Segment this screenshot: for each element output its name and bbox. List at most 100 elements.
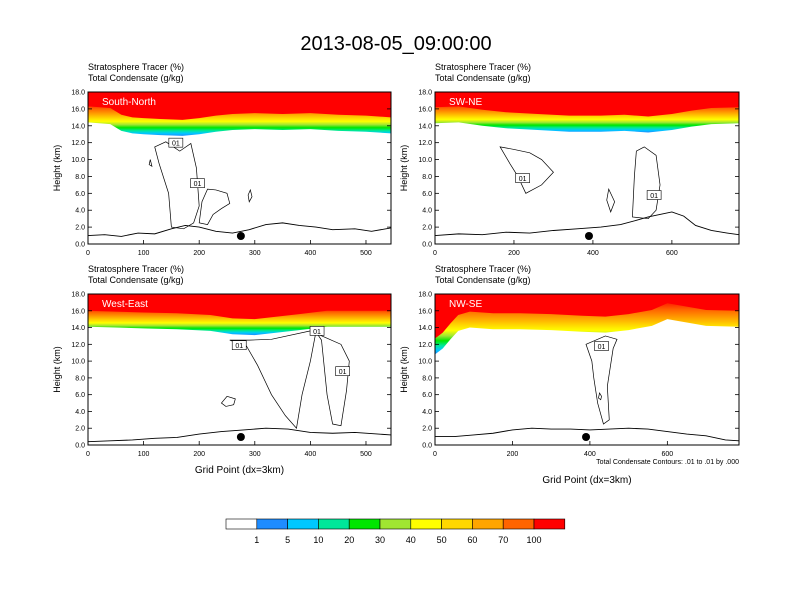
y-tick-label: 10.0 bbox=[418, 359, 432, 366]
condensate-contour bbox=[220, 395, 236, 407]
y-tick-label: 16.0 bbox=[71, 308, 85, 315]
y-tick-label: 8.0 bbox=[422, 174, 432, 181]
y-tick-label: 4.0 bbox=[422, 208, 432, 215]
x-axis-label: Grid Point (dx=3km) bbox=[542, 475, 631, 486]
contour-label-box bbox=[515, 173, 530, 183]
contour-label: 01 bbox=[194, 181, 202, 188]
x-tick-label: 600 bbox=[666, 250, 678, 257]
colorbar-label: 30 bbox=[375, 535, 385, 545]
y-tick-label: 12.0 bbox=[418, 342, 432, 349]
contour-label-box bbox=[190, 178, 205, 188]
x-tick-label: 600 bbox=[662, 451, 674, 458]
panel-title-line2: Total Condensate (g/kg) bbox=[435, 275, 531, 285]
x-tick-label: 200 bbox=[193, 451, 205, 458]
y-tick-label: 12.0 bbox=[418, 140, 432, 147]
y-axis-label: Height (km) bbox=[399, 346, 409, 393]
colorbar-label: 60 bbox=[467, 535, 477, 545]
plot-area: 01 01 01 West-East bbox=[88, 294, 391, 445]
contour-label-box bbox=[335, 366, 350, 376]
colorbar-swatch bbox=[256, 518, 288, 530]
terrain-line bbox=[88, 222, 391, 237]
contour-label: 01 bbox=[235, 343, 243, 350]
terrain-line bbox=[435, 211, 739, 237]
y-tick-label: 10.0 bbox=[418, 157, 432, 164]
panel-label: NW-SE bbox=[449, 299, 482, 310]
panel-title-line1: Stratosphere Tracer (%) bbox=[435, 264, 531, 274]
plot-area: 01 NW-SE bbox=[435, 294, 739, 445]
colorbar-label: 10 bbox=[313, 535, 323, 545]
y-axis-label: Height (km) bbox=[52, 145, 62, 192]
colorbar: 1 5 10 20 30 40 50 60 70 100 bbox=[225, 518, 566, 545]
terrain-line bbox=[88, 427, 391, 443]
colorbar-label: 20 bbox=[344, 535, 354, 545]
colorbar-swatch bbox=[533, 518, 566, 530]
tracer-high-region bbox=[88, 92, 391, 120]
colorbar-label: 5 bbox=[285, 535, 290, 545]
panel-label: SW-NE bbox=[449, 97, 482, 108]
x-tick-label: 200 bbox=[507, 451, 519, 458]
y-tick-label: 18.0 bbox=[418, 90, 432, 97]
panel-west-east: Stratosphere Tracer (%)Total Condensate … bbox=[52, 264, 392, 476]
y-tick-label: 4.0 bbox=[75, 208, 85, 215]
colorbar-swatch bbox=[410, 518, 442, 530]
colorbar-label: 70 bbox=[498, 535, 508, 545]
colorbar-swatch bbox=[318, 518, 350, 530]
terrain-line bbox=[435, 427, 739, 442]
y-tick-label: 18.0 bbox=[418, 292, 432, 299]
tracer-gradient-band bbox=[88, 307, 391, 336]
y-tick-label: 14.0 bbox=[71, 325, 85, 332]
x-tick-label: 400 bbox=[305, 250, 317, 257]
y-tick-label: 8.0 bbox=[75, 375, 85, 382]
contour-label-box bbox=[594, 341, 609, 351]
panel-title-line1: Stratosphere Tracer (%) bbox=[88, 62, 184, 72]
x-tick-label: 0 bbox=[433, 451, 437, 458]
x-tick-label: 100 bbox=[138, 250, 150, 257]
contour-label: 01 bbox=[650, 193, 658, 200]
y-tick-label: 8.0 bbox=[75, 174, 85, 181]
y-tick-label: 16.0 bbox=[71, 106, 85, 113]
x-tick-label: 500 bbox=[360, 250, 372, 257]
y-tick-label: 18.0 bbox=[71, 90, 85, 97]
y-tick-label: 0.0 bbox=[422, 443, 432, 450]
x-axis-label: Grid Point (dx=3km) bbox=[195, 465, 284, 476]
panel-title-line2: Total Condensate (g/kg) bbox=[435, 73, 531, 83]
contour-label-box bbox=[168, 137, 184, 148]
y-tick-label: 6.0 bbox=[422, 191, 432, 198]
y-tick-label: 12.0 bbox=[71, 342, 85, 349]
colorbar-label: 100 bbox=[526, 535, 541, 545]
colorbar-swatch bbox=[348, 518, 381, 530]
y-tick-label: 8.0 bbox=[422, 375, 432, 382]
plot-frame bbox=[434, 91, 740, 245]
y-tick-label: 0.0 bbox=[75, 443, 85, 450]
contour-label-box bbox=[231, 340, 247, 350]
y-tick-label: 4.0 bbox=[75, 409, 85, 416]
y-tick-label: 4.0 bbox=[422, 409, 432, 416]
colorbar-label: 1 bbox=[254, 535, 259, 545]
panel-title-line2: Total Condensate (g/kg) bbox=[88, 73, 184, 83]
y-tick-label: 16.0 bbox=[418, 106, 432, 113]
x-tick-label: 200 bbox=[193, 250, 205, 257]
condensate-contour bbox=[499, 146, 554, 194]
y-tick-label: 0.0 bbox=[422, 242, 432, 249]
y-tick-label: 2.0 bbox=[422, 225, 432, 232]
x-tick-label: 400 bbox=[587, 250, 599, 257]
plot-frame bbox=[87, 293, 392, 446]
y-tick-label: 10.0 bbox=[71, 359, 85, 366]
y-tick-label: 2.0 bbox=[75, 426, 85, 433]
figure-title: 2013-08-05_09:00:00 bbox=[300, 33, 491, 55]
tracer-high-region bbox=[435, 294, 739, 339]
x-tick-label: 500 bbox=[360, 451, 372, 458]
contour-label: 01 bbox=[339, 369, 347, 376]
condensate-contour bbox=[247, 188, 253, 203]
colorbar-swatch bbox=[225, 518, 258, 530]
panels: Stratosphere Tracer (%)Total Condensate … bbox=[52, 62, 740, 486]
contour-label: 01 bbox=[313, 329, 321, 336]
x-tick-label: 0 bbox=[86, 250, 90, 257]
colorbar-swatch bbox=[287, 518, 319, 530]
y-tick-label: 14.0 bbox=[418, 123, 432, 130]
colorbar-swatch bbox=[441, 518, 473, 530]
colorbar-label: 50 bbox=[437, 535, 447, 545]
plot-frame bbox=[87, 91, 392, 245]
y-tick-label: 6.0 bbox=[422, 392, 432, 399]
